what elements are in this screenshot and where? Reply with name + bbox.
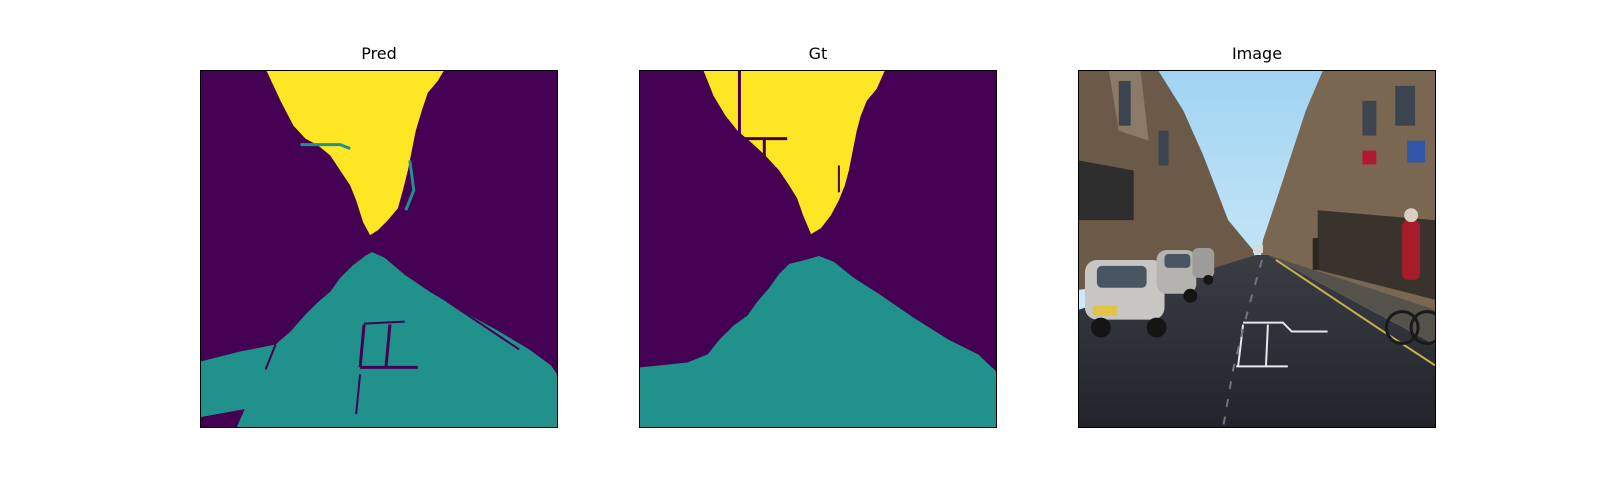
- lane-marking-top: [1243, 321, 1328, 333]
- pedestrian-2: [1327, 242, 1334, 272]
- panel-title-gt: Gt: [808, 44, 828, 63]
- pred-lane-marking-top: [364, 320, 405, 325]
- right-window-2: [1362, 100, 1377, 136]
- gt-segmentation-image: [639, 70, 997, 428]
- pred-corner-background: [201, 417, 237, 427]
- pred-road-region: [201, 251, 557, 427]
- gt-road-edge-line: [927, 320, 979, 353]
- panel-title-pred: Pred: [361, 44, 397, 63]
- pred-sky-edge-noise: [300, 143, 351, 150]
- parked-car-middle: [1156, 249, 1198, 303]
- pred-lane-marking-left: [358, 324, 366, 368]
- parked-car-front: [1084, 259, 1167, 338]
- double-yellow-line: [1275, 259, 1435, 367]
- distant-car: [1253, 245, 1263, 253]
- parked-car-back: [1192, 248, 1215, 285]
- street-photo-drawing: [1079, 71, 1435, 427]
- pred-lane-marking-right: [384, 324, 392, 368]
- right-sign-blue: [1407, 140, 1426, 163]
- pred-mask: [201, 71, 557, 427]
- left-window-2: [1158, 130, 1169, 166]
- left-window: [1118, 80, 1131, 126]
- right-sign-red: [1362, 150, 1377, 165]
- pred-segmentation-image: [200, 70, 558, 428]
- pred-road-edge-line: [447, 300, 520, 351]
- gt-road-region: [640, 255, 996, 427]
- gt-mask: [640, 71, 996, 427]
- road: [1079, 254, 1435, 427]
- gt-sky-region: [703, 71, 885, 235]
- center-line: [1222, 259, 1263, 427]
- pred-lane-marking-dash: [355, 374, 362, 415]
- pred-road-edge-line-left: [264, 344, 277, 370]
- lane-marking-right: [1264, 324, 1269, 367]
- pred-sky-region: [266, 71, 444, 236]
- panel-title-image: Image: [1231, 44, 1283, 63]
- pedestrian: [1312, 238, 1319, 270]
- left-shopfront: [1079, 160, 1134, 221]
- pred-sky-edge-noise-right: [404, 160, 416, 211]
- street-photo: [1078, 70, 1436, 428]
- cyclist: [1384, 208, 1435, 345]
- right-window: [1395, 85, 1416, 126]
